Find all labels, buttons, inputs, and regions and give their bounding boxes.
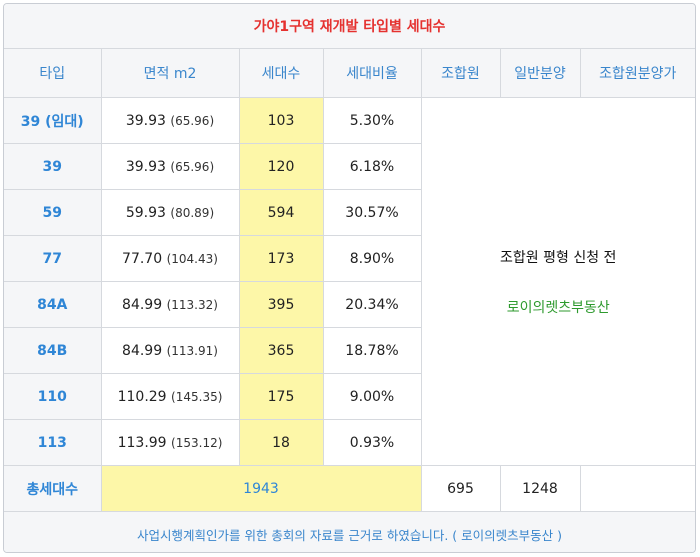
table-row: 39 (임대) 39.93 (65.96) 103 5.30% 조합원 평형 신…	[4, 97, 695, 466]
area-value: 113.99	[117, 434, 167, 451]
footer-note: 사업시행계획인가를 위한 총회의 자료를 근거로 하였습니다. ( 로이의렛츠부…	[4, 511, 695, 552]
table-row: 77 77.70 (104.43) 173 8.90%	[4, 235, 695, 282]
header-row: 타입 면적 m2 세대수 세대비율 조합원 일반분양 조합원분양가	[4, 48, 695, 98]
count-cell: 18	[238, 419, 324, 466]
ratio-cell: 5.30%	[322, 97, 422, 144]
area-sub-value: (113.91)	[166, 343, 218, 358]
ratio-cell: 6.18%	[322, 143, 421, 190]
ratio-cell: 9.00%	[322, 373, 421, 420]
type-cell: 39	[4, 143, 102, 190]
brand-text: 로이의렛츠부동산	[506, 299, 610, 316]
table-frame: 가야1구역 재개발 타입별 세대수 타입 면적 m2 세대수 세대비율 조합원 …	[3, 3, 696, 553]
ratio-cell: 30.57%	[322, 189, 421, 236]
area-cell: 110.29 (145.35)	[100, 373, 240, 420]
total-members: 695	[420, 465, 501, 512]
count-cell: 365	[238, 327, 324, 374]
count-cell: 103	[238, 97, 324, 144]
type-cell: 77	[4, 235, 102, 282]
header-type: 타입	[4, 48, 102, 98]
area-value: 110.29	[117, 388, 167, 405]
count-cell: 594	[238, 189, 324, 236]
header-general-sale: 일반분양	[499, 48, 581, 98]
table-row: 84B 84.99 (113.91) 365 18.78%	[4, 327, 695, 374]
area-cell: 113.99 (153.12)	[100, 419, 240, 466]
table-row: 110 110.29 (145.35) 175 9.00%	[4, 373, 695, 420]
header-area: 면적 m2	[100, 48, 240, 98]
ratio-cell: 0.93%	[322, 419, 421, 466]
table-row: 84A 84.99 (113.32) 395 20.34%	[4, 281, 695, 328]
count-cell: 120	[238, 143, 324, 190]
type-cell: 84A	[4, 281, 102, 328]
count-cell: 395	[238, 281, 324, 328]
total-member-price	[579, 465, 695, 512]
area-cell: 39.93 (65.96)	[100, 143, 240, 190]
type-cell: 113	[4, 419, 102, 466]
header-ratio: 세대비율	[322, 48, 422, 98]
count-cell: 173	[238, 235, 324, 282]
area-value: 84.99	[122, 342, 163, 359]
header-count: 세대수	[238, 48, 324, 98]
area-sub-value: (65.96)	[170, 113, 215, 128]
count-cell: 175	[238, 373, 324, 420]
area-sub-value: (113.32)	[166, 297, 218, 312]
total-label: 총세대수	[4, 465, 102, 512]
area-value: 59.93	[125, 204, 166, 221]
area-value: 39.93	[125, 158, 166, 175]
area-sub-value: (145.35)	[171, 389, 223, 404]
table-title: 가야1구역 재개발 타입별 세대수	[4, 4, 695, 49]
total-general-sale: 1248	[499, 465, 581, 512]
title-row: 가야1구역 재개발 타입별 세대수	[4, 4, 695, 49]
area-value: 84.99	[122, 296, 163, 313]
area-cell: 59.93 (80.89)	[100, 189, 240, 236]
header-members: 조합원	[420, 48, 501, 98]
total-sum: 1943	[100, 465, 422, 512]
ratio-cell: 8.90%	[322, 235, 421, 282]
area-cell: 39.93 (65.96)	[100, 97, 240, 144]
ratio-cell: 18.78%	[322, 327, 421, 374]
table-row: 39 39.93 (65.96) 120 6.18%	[4, 143, 695, 190]
member-status-cell: 조합원 평형 신청 전 로이의렛츠부동산	[420, 97, 695, 466]
area-cell: 84.99 (113.32)	[100, 281, 240, 328]
area-value: 77.70	[122, 250, 163, 267]
area-cell: 77.70 (104.43)	[100, 235, 240, 282]
header-member-price: 조합원분양가	[579, 48, 695, 98]
area-sub-value: (80.89)	[170, 205, 215, 220]
area-cell: 84.99 (113.91)	[100, 327, 240, 374]
area-value: 39.93	[125, 112, 166, 129]
table-row: 113 113.99 (153.12) 18 0.93%	[4, 419, 695, 466]
type-cell: 59	[4, 189, 102, 236]
area-sub-value: (104.43)	[166, 251, 218, 266]
table-row: 59 59.93 (80.89) 594 30.57%	[4, 189, 695, 236]
type-cell: 110	[4, 373, 102, 420]
member-status-note: 조합원 평형 신청 전	[500, 249, 617, 266]
ratio-cell: 20.34%	[322, 281, 421, 328]
area-sub-value: (65.96)	[170, 159, 215, 174]
household-table: 가야1구역 재개발 타입별 세대수 타입 면적 m2 세대수 세대비율 조합원 …	[4, 4, 695, 552]
footer-row: 사업시행계획인가를 위한 총회의 자료를 근거로 하였습니다. ( 로이의렛츠부…	[4, 511, 695, 552]
area-sub-value: (153.12)	[171, 435, 223, 450]
type-cell: 84B	[4, 327, 102, 374]
total-row: 총세대수 1943 695 1248	[4, 465, 695, 512]
type-cell: 39 (임대)	[4, 97, 102, 144]
